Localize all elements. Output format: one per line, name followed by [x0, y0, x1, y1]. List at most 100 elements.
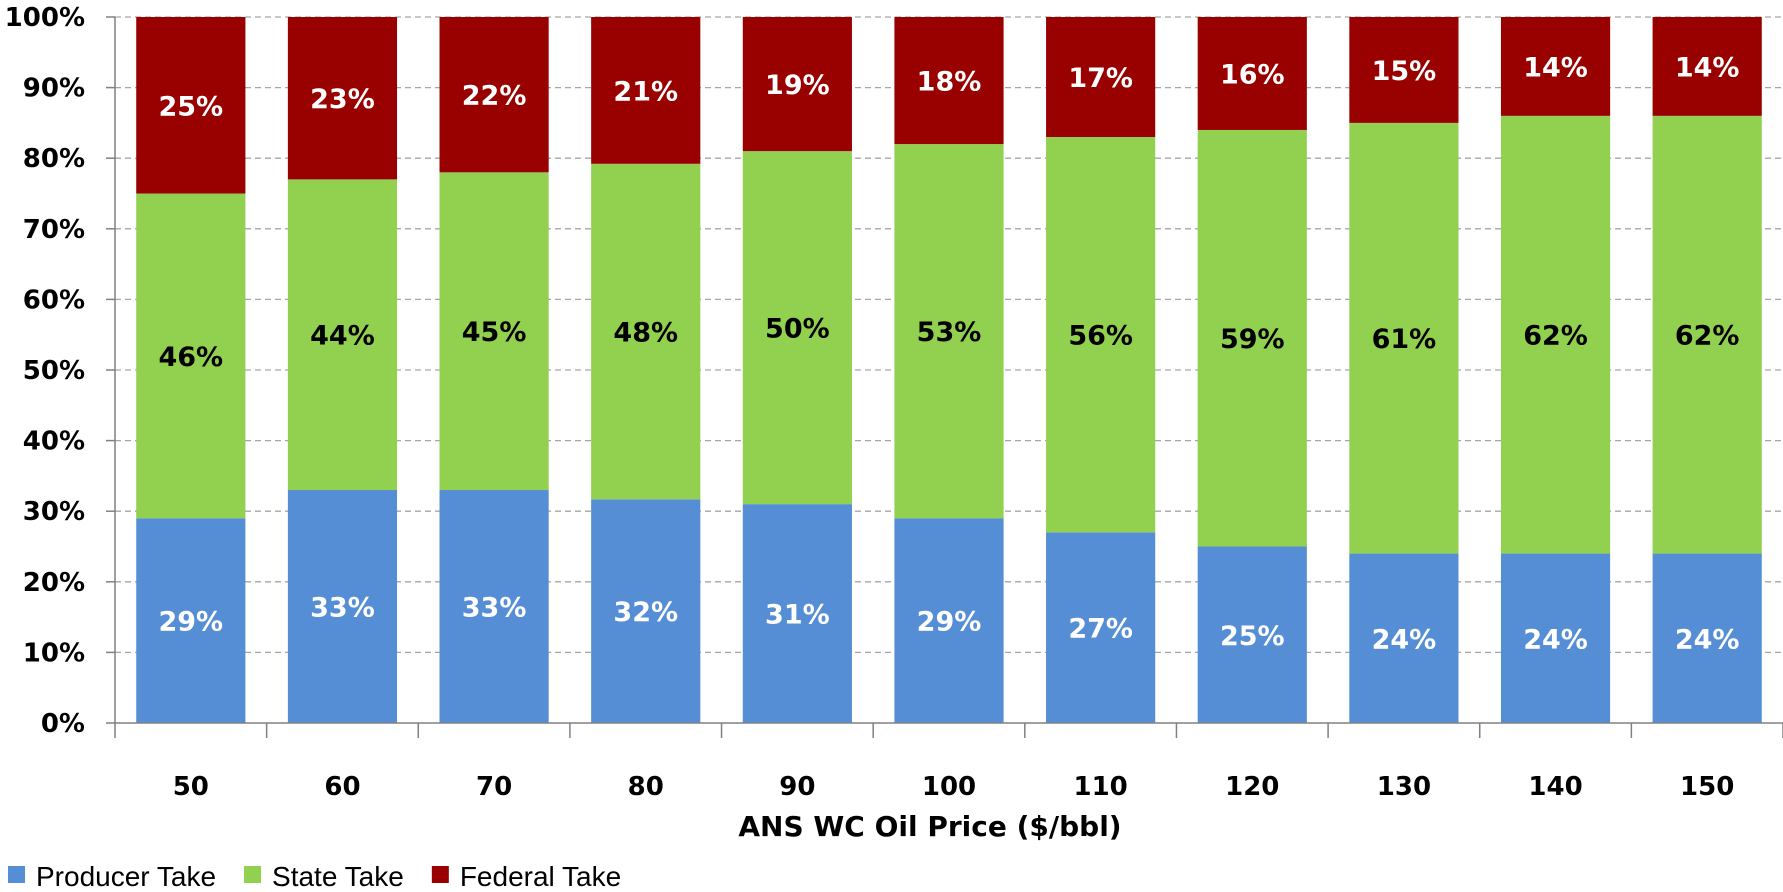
x-tick-label: 80 — [628, 772, 664, 802]
bar-segment — [1046, 137, 1156, 533]
data-label: 24% — [1523, 624, 1588, 655]
bar-segment — [591, 499, 701, 723]
data-label: 31% — [765, 600, 830, 631]
bar-segment — [1349, 17, 1459, 123]
data-label: 15% — [1372, 56, 1437, 87]
bar-segment — [1349, 553, 1459, 723]
data-label: 24% — [1675, 624, 1740, 655]
data-label: 19% — [765, 70, 830, 101]
data-label: 22% — [462, 81, 527, 112]
bar-segment — [1349, 122, 1459, 554]
bar-segment — [136, 193, 246, 519]
x-tick-label: 130 — [1377, 772, 1431, 802]
legend-label: Producer Take — [36, 861, 216, 892]
data-label: 25% — [158, 91, 223, 122]
data-label: 33% — [462, 593, 527, 624]
data-label: 62% — [1523, 321, 1588, 352]
legend-swatch — [8, 866, 25, 883]
bar-segment — [1652, 115, 1762, 554]
bar-segment — [287, 17, 398, 180]
y-tick-label: 0% — [41, 709, 85, 739]
data-label: 32% — [613, 597, 678, 628]
data-label: 21% — [613, 76, 678, 107]
bar-segment — [1197, 546, 1307, 723]
data-label: 33% — [310, 593, 375, 624]
data-label: 53% — [917, 317, 982, 348]
data-label: 25% — [1220, 621, 1285, 652]
bar-segment — [742, 504, 852, 723]
legend-swatch — [244, 866, 262, 883]
data-label: 14% — [1523, 52, 1588, 83]
legend-label: Federal Take — [460, 861, 621, 892]
bar-segment — [287, 490, 398, 723]
y-tick-label: 40% — [23, 427, 85, 457]
bar-segment — [1500, 553, 1611, 723]
bar-segment — [894, 144, 1004, 519]
bar-segment — [1652, 17, 1762, 116]
data-label: 48% — [613, 318, 678, 349]
bar-segment — [591, 163, 701, 500]
data-label: 46% — [158, 342, 223, 373]
bar-segment — [1046, 532, 1156, 723]
data-label: 14% — [1675, 52, 1740, 83]
bar-segment — [136, 17, 246, 194]
x-tick-label: 90 — [779, 772, 815, 802]
y-tick-label: 100% — [5, 3, 85, 33]
y-axis: 0% 10% 20% 30% 40% 50% 60% 70% 80% 90% 100% — [5, 3, 116, 739]
y-tick-label: 70% — [23, 215, 85, 245]
y-tick-label: 30% — [23, 497, 85, 527]
data-label: 16% — [1220, 59, 1285, 90]
bar-segment — [1046, 17, 1156, 138]
x-tick-label: 140 — [1528, 772, 1582, 802]
x-tick-label: 110 — [1073, 772, 1127, 802]
bar-segment — [1500, 115, 1611, 554]
x-tick-label: 150 — [1680, 772, 1734, 802]
x-tick-label: 60 — [324, 772, 360, 802]
x-tick-label: 50 — [173, 772, 209, 802]
bar-segment — [1197, 17, 1307, 130]
bar-segment — [894, 518, 1004, 723]
x-axis-label: ANS WC Oil Price ($/bbl) — [738, 810, 1121, 843]
data-label: 59% — [1220, 324, 1285, 355]
y-tick-label: 90% — [23, 74, 85, 104]
legend: Producer Take State Take Federal Take — [8, 861, 621, 892]
data-label: 44% — [310, 321, 375, 352]
x-axis: 50 60 70 80 90 100 110 120 130 140 150 — [114, 722, 1783, 802]
bars: 29% 46% 25% 33% 44% 23% 33% 45% 22% 32% 48% 21% 31% 5… — [136, 17, 1762, 723]
bar-segment — [742, 17, 852, 152]
legend-label: State Take — [272, 861, 404, 892]
y-tick-label: 80% — [23, 144, 85, 174]
y-tick-label: 20% — [23, 568, 85, 598]
data-label: 61% — [1372, 324, 1437, 355]
data-label: 17% — [1068, 63, 1133, 94]
data-label: 56% — [1068, 321, 1133, 352]
bar-segment — [439, 172, 549, 491]
bar-segment — [1500, 17, 1611, 116]
bar-segment — [136, 518, 246, 723]
bar-segment — [1652, 553, 1762, 723]
data-label: 27% — [1068, 614, 1133, 645]
bar-segment — [439, 17, 549, 173]
x-tick-label: 70 — [476, 772, 512, 802]
bar-segment — [439, 490, 549, 723]
y-tick-label: 50% — [23, 356, 85, 386]
x-tick-label: 120 — [1225, 772, 1279, 802]
bar-segment — [894, 17, 1004, 145]
bar-segment — [1197, 129, 1307, 547]
x-tick-label: 100 — [922, 772, 976, 802]
data-label: 29% — [917, 607, 982, 638]
data-label: 45% — [462, 317, 527, 348]
legend-swatch — [431, 866, 449, 883]
data-label: 50% — [765, 314, 830, 345]
data-label: 24% — [1372, 624, 1437, 655]
data-label: 18% — [917, 67, 982, 98]
bar-segment — [742, 151, 852, 505]
y-tick-label: 10% — [23, 638, 85, 668]
data-label: 29% — [158, 607, 223, 638]
data-label: 23% — [310, 84, 375, 115]
bar-segment — [591, 17, 701, 164]
y-tick-label: 60% — [23, 285, 85, 315]
data-label: 62% — [1675, 321, 1740, 352]
bar-segment — [287, 179, 398, 491]
